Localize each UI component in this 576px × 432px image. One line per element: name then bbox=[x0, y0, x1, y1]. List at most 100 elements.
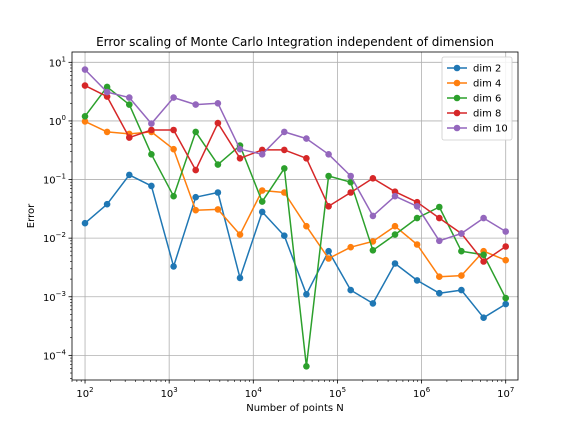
y-tick-label: 101 bbox=[49, 55, 66, 69]
data-point-dim-8 bbox=[303, 155, 310, 162]
data-point-dim-2 bbox=[192, 193, 199, 201]
data-point-dim-10 bbox=[369, 212, 377, 220]
series-dim-10 bbox=[81, 66, 510, 245]
x-tick-label: 103 bbox=[161, 386, 178, 400]
data-point-dim-10 bbox=[281, 128, 288, 136]
data-point-dim-2 bbox=[303, 291, 310, 298]
x-tick-label: 106 bbox=[413, 386, 431, 400]
data-point-dim-8 bbox=[192, 166, 199, 174]
plot-frame bbox=[71, 51, 519, 381]
x-axis: 102 103 104 105 106 107 bbox=[71, 380, 514, 400]
data-point-dim-8 bbox=[81, 82, 89, 89]
data-point-dim-10 bbox=[347, 172, 355, 180]
data-point-dim-2 bbox=[148, 182, 155, 190]
data-point-dim-10 bbox=[81, 66, 89, 73]
data-point-dim-8 bbox=[436, 214, 443, 222]
data-point-dim-2 bbox=[391, 260, 399, 267]
data-point-dim-4 bbox=[458, 272, 465, 279]
data-point-dim-6 bbox=[258, 198, 266, 205]
data-point-dim-6 bbox=[214, 161, 222, 168]
legend-item-dim-10: dim 10 bbox=[447, 124, 508, 135]
legend-swatch-marker bbox=[453, 64, 461, 72]
legend-label: dim 6 bbox=[473, 94, 501, 105]
legend-swatch-marker bbox=[453, 79, 461, 87]
data-point-dim-4 bbox=[502, 256, 510, 264]
data-point-dim-4 bbox=[391, 222, 399, 230]
data-point-dim-8 bbox=[148, 126, 155, 134]
legend-label: dim 4 bbox=[473, 79, 501, 90]
data-point-dim-10 bbox=[192, 101, 199, 108]
x-tick-label: 105 bbox=[329, 386, 346, 400]
y-tick-label: 10−2 bbox=[43, 231, 66, 245]
data-point-dim-2 bbox=[502, 300, 510, 308]
data-point-dim-6 bbox=[413, 214, 421, 222]
data-point-dim-10 bbox=[126, 94, 133, 101]
data-point-dim-4 bbox=[413, 241, 421, 248]
data-point-dim-6 bbox=[81, 113, 89, 120]
chart-title: Error scaling of Monte Carlo Integration… bbox=[96, 35, 494, 49]
data-point-dim-10 bbox=[170, 94, 177, 101]
data-point-dim-2 bbox=[369, 300, 377, 307]
data-point-dim-10 bbox=[502, 228, 510, 235]
x-tick-label: 104 bbox=[245, 386, 263, 400]
data-point-dim-2 bbox=[170, 263, 177, 270]
data-point-dim-2 bbox=[325, 247, 332, 255]
data-point-dim-10 bbox=[258, 151, 266, 158]
data-point-dim-10 bbox=[236, 145, 244, 153]
data-point-dim-10 bbox=[325, 151, 332, 158]
series-line-dim-6 bbox=[84, 86, 507, 368]
data-point-dim-4 bbox=[236, 231, 244, 238]
data-point-dim-6 bbox=[103, 83, 111, 91]
data-point-dim-10 bbox=[391, 192, 399, 200]
series-dim-6 bbox=[81, 83, 510, 370]
legend-label: dim 2 bbox=[473, 64, 501, 75]
data-point-dim-4 bbox=[281, 189, 288, 196]
data-point-dim-4 bbox=[81, 118, 89, 125]
data-point-dim-8 bbox=[281, 146, 288, 154]
data-point-dim-2 bbox=[81, 219, 89, 227]
data-point-dim-8 bbox=[502, 243, 510, 250]
legend-item-dim-4: dim 4 bbox=[447, 79, 501, 90]
series-line-dim-4 bbox=[84, 120, 506, 278]
data-point-dim-6 bbox=[502, 294, 510, 302]
data-point-dim-6 bbox=[391, 231, 399, 238]
legend-item-dim-8: dim 8 bbox=[447, 109, 501, 120]
data-point-dim-6 bbox=[369, 247, 377, 254]
data-point-dim-6 bbox=[436, 203, 443, 211]
y-axis-label: Error bbox=[26, 203, 37, 228]
data-point-dim-10 bbox=[103, 88, 111, 96]
legend-item-dim-6: dim 6 bbox=[447, 94, 501, 105]
data-point-dim-10 bbox=[436, 237, 443, 245]
data-point-dim-6 bbox=[303, 363, 310, 370]
data-point-dim-2 bbox=[347, 286, 355, 294]
data-point-dim-2 bbox=[258, 208, 266, 216]
data-point-dim-2 bbox=[436, 289, 443, 297]
y-axis: 10−4 10−3 10−2 10−1 100 101 bbox=[43, 55, 72, 379]
data-point-dim-4 bbox=[436, 273, 443, 281]
data-point-dim-4 bbox=[258, 187, 266, 194]
data-point-dim-4 bbox=[347, 243, 355, 251]
data-point-dim-6 bbox=[126, 101, 133, 108]
data-point-dim-4 bbox=[192, 206, 199, 214]
series-line-dim-8 bbox=[84, 84, 507, 263]
data-point-dim-4 bbox=[303, 222, 310, 230]
legend-swatch-marker bbox=[453, 94, 461, 102]
y-tick-label: 10−4 bbox=[43, 348, 67, 362]
data-point-dim-4 bbox=[103, 128, 111, 136]
data-point-dim-6 bbox=[281, 165, 288, 172]
x-tick-label: 107 bbox=[497, 386, 514, 400]
data-point-dim-2 bbox=[126, 171, 133, 179]
data-point-dim-6 bbox=[480, 251, 487, 259]
data-point-dim-10 bbox=[148, 120, 155, 127]
legend-swatch-marker bbox=[453, 124, 461, 132]
y-tick-label: 100 bbox=[49, 114, 66, 128]
data-point-dim-10 bbox=[413, 203, 421, 210]
data-point-dim-6 bbox=[192, 128, 199, 136]
data-point-dim-4 bbox=[214, 206, 222, 213]
data-point-dim-6 bbox=[347, 178, 355, 186]
data-point-dim-8 bbox=[369, 175, 377, 182]
data-point-dim-10 bbox=[458, 230, 465, 237]
legend-item-dim-2: dim 2 bbox=[447, 64, 501, 75]
legend-label: dim 8 bbox=[473, 109, 501, 120]
